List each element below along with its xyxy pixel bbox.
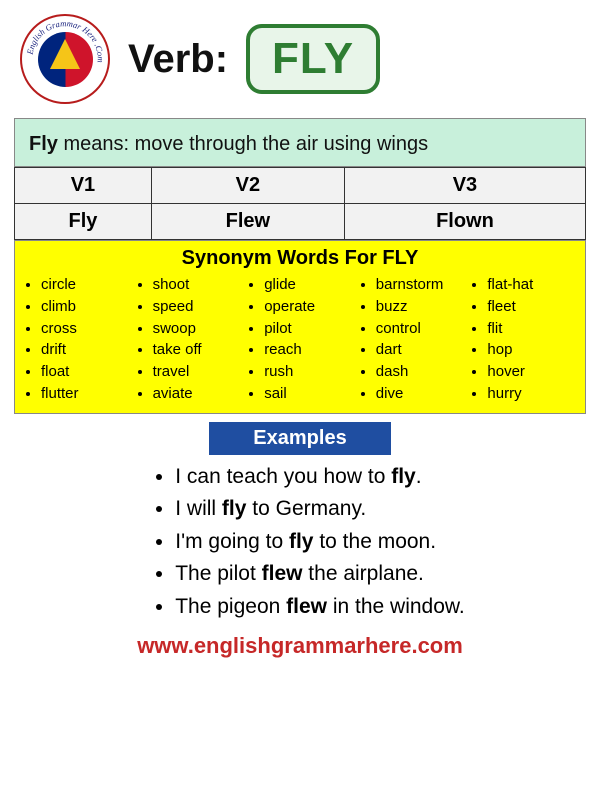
- synonym-item: take off: [153, 339, 243, 361]
- example-item: I'm going to fly to the moon.: [175, 526, 465, 559]
- example-pre: The pilot: [175, 562, 261, 585]
- example-pre: I can teach you how to: [175, 465, 391, 488]
- page-root: English Grammar Here .Com Verb: FLY Fly …: [0, 0, 600, 667]
- verb-forms-table: V1 V2 V3 Fly Flew Flown: [14, 167, 586, 240]
- synonym-column: circleclimbcrossdriftfloatflutter: [23, 274, 131, 405]
- forms-header-v1: V1: [15, 168, 152, 204]
- synonym-item: operate: [264, 296, 354, 318]
- verb-badge: FLY: [246, 24, 380, 94]
- synonym-item: glide: [264, 274, 354, 296]
- synonym-item: travel: [153, 361, 243, 383]
- meaning-bold: Fly: [29, 133, 58, 155]
- synonym-item: control: [376, 318, 466, 340]
- synonym-item: rush: [264, 361, 354, 383]
- synonym-item: aviate: [153, 383, 243, 405]
- forms-value-v1: Fly: [15, 204, 152, 240]
- synonym-item: flit: [487, 318, 577, 340]
- meaning-box: Fly means: move through the air using wi…: [14, 118, 586, 167]
- synonym-item: dart: [376, 339, 466, 361]
- example-post: the airplane.: [302, 562, 423, 585]
- example-post: to the moon.: [314, 530, 437, 553]
- synonym-item: float: [41, 361, 131, 383]
- synonym-item: pilot: [264, 318, 354, 340]
- example-pre: I will: [175, 497, 222, 520]
- example-item: The pigeon flew in the window.: [175, 591, 465, 624]
- forms-header-v3: V3: [344, 168, 585, 204]
- synonym-column: flat-hatfleetflithophoverhurry: [469, 274, 577, 405]
- synonym-item: swoop: [153, 318, 243, 340]
- example-item: The pilot flew the airplane.: [175, 558, 465, 591]
- example-bold: flew: [286, 595, 327, 618]
- examples-list: I can teach you how to fly.I will fly to…: [135, 461, 465, 624]
- synonym-item: drift: [41, 339, 131, 361]
- forms-value-v2: Flew: [151, 204, 344, 240]
- header: English Grammar Here .Com Verb: FLY: [10, 8, 590, 114]
- example-pre: I'm going to: [175, 530, 289, 553]
- synonyms-title: Synonym Words For FLY: [23, 245, 577, 274]
- example-item: I can teach you how to fly.: [175, 461, 465, 494]
- synonym-item: fleet: [487, 296, 577, 318]
- forms-header-v2: V2: [151, 168, 344, 204]
- footer-url: www.englishgrammarhere.com: [10, 633, 590, 659]
- example-post: to Germany.: [246, 497, 366, 520]
- synonym-item: buzz: [376, 296, 466, 318]
- example-bold: fly: [222, 497, 247, 520]
- table-row: Fly Flew Flown: [15, 204, 586, 240]
- site-logo: English Grammar Here .Com: [20, 14, 110, 104]
- examples-header-wrap: Examples: [10, 422, 590, 455]
- synonym-item: hop: [487, 339, 577, 361]
- synonym-item: speed: [153, 296, 243, 318]
- synonym-item: shoot: [153, 274, 243, 296]
- title-section: Verb: FLY: [128, 24, 380, 94]
- synonym-item: barnstorm: [376, 274, 466, 296]
- synonym-item: hover: [487, 361, 577, 383]
- synonym-item: sail: [264, 383, 354, 405]
- example-post: .: [416, 465, 422, 488]
- synonym-column: shootspeedswooptake offtravelaviate: [135, 274, 243, 405]
- examples-label: Examples: [209, 422, 390, 455]
- synonym-item: reach: [264, 339, 354, 361]
- synonym-item: flat-hat: [487, 274, 577, 296]
- meaning-text: means: move through the air using wings: [58, 133, 428, 155]
- synonyms-title-prefix: Synonym Words For: [182, 247, 383, 269]
- synonym-item: dive: [376, 383, 466, 405]
- example-pre: The pigeon: [175, 595, 286, 618]
- synonym-item: cross: [41, 318, 131, 340]
- forms-value-v3: Flown: [344, 204, 585, 240]
- synonym-column: barnstormbuzzcontroldartdashdive: [358, 274, 466, 405]
- synonyms-box: Synonym Words For FLY circleclimbcrossdr…: [14, 240, 586, 414]
- synonyms-columns: circleclimbcrossdriftfloatfluttershootsp…: [23, 274, 577, 405]
- example-post: in the window.: [327, 595, 465, 618]
- example-item: I will fly to Germany.: [175, 493, 465, 526]
- synonym-item: flutter: [41, 383, 131, 405]
- example-bold: fly: [391, 465, 416, 488]
- synonyms-title-word: FLY: [382, 247, 418, 269]
- example-bold: fly: [289, 530, 314, 553]
- example-bold: flew: [262, 562, 303, 585]
- synonym-item: hurry: [487, 383, 577, 405]
- table-row: V1 V2 V3: [15, 168, 586, 204]
- verb-label: Verb:: [128, 37, 228, 82]
- synonym-item: climb: [41, 296, 131, 318]
- verb-word: FLY: [272, 34, 354, 83]
- synonym-item: dash: [376, 361, 466, 383]
- synonym-item: circle: [41, 274, 131, 296]
- synonym-column: glideoperatepilotreachrushsail: [246, 274, 354, 405]
